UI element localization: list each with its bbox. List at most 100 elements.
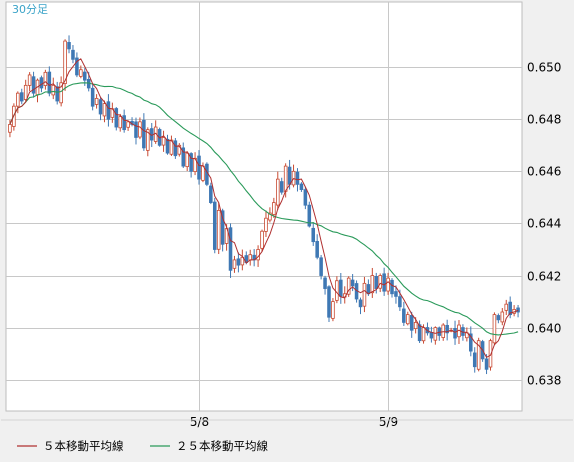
candle-body <box>346 277 351 295</box>
candle-body <box>386 277 390 292</box>
candle-body <box>248 254 252 261</box>
candle-body <box>228 227 233 271</box>
candle-body <box>295 171 300 185</box>
candle-body <box>146 129 150 151</box>
candle-body <box>504 303 509 311</box>
y-tick-label: 0.650 <box>527 61 561 75</box>
candle-body <box>315 240 319 258</box>
candle-body <box>488 340 493 368</box>
candle-body <box>67 42 71 50</box>
candle-body <box>508 301 512 316</box>
candle-body <box>307 204 312 227</box>
candle-body <box>169 139 174 155</box>
candle-body <box>417 324 422 342</box>
candle-body <box>421 327 426 342</box>
candle-body <box>362 282 367 307</box>
candle-body <box>335 280 339 301</box>
candle-body <box>220 210 225 245</box>
candle-body <box>405 314 410 325</box>
moving-average-lines <box>9 58 519 358</box>
candle-body <box>437 327 442 336</box>
candle-body <box>496 315 501 321</box>
candle-body <box>31 76 36 94</box>
candle-body <box>122 115 126 131</box>
candle-body <box>476 340 481 370</box>
candle-body <box>370 275 375 294</box>
y-tick-label: 0.648 <box>527 113 561 127</box>
candle-body <box>268 212 272 221</box>
candle-body <box>23 84 28 100</box>
candle-body <box>339 279 343 297</box>
candle-body <box>19 92 24 102</box>
candle-body <box>16 92 20 107</box>
x-tick-label: 5/8 <box>190 415 209 429</box>
legend-ma25-label: ２５本移動平均線 <box>176 439 268 453</box>
candle-body <box>409 314 414 331</box>
candle-body <box>276 178 280 206</box>
candle-body <box>189 153 193 172</box>
candle-body <box>63 40 67 84</box>
candle-body <box>492 314 497 344</box>
candle-body <box>51 84 56 96</box>
candle-body <box>441 324 445 338</box>
legend-ma5-label: ５本移動平均線 <box>43 439 124 453</box>
candle-body <box>287 166 292 185</box>
candle-body <box>260 230 264 249</box>
candle-body <box>500 311 505 323</box>
candle-body <box>402 308 406 323</box>
candle-body <box>327 286 331 318</box>
candle-body <box>55 86 59 102</box>
y-tick-label: 0.646 <box>527 165 561 179</box>
candle-body <box>43 71 48 86</box>
candle-body <box>256 249 260 261</box>
candle-body <box>134 121 138 138</box>
candle-body <box>374 276 379 289</box>
candle-body <box>142 119 146 149</box>
interval-label: 30分足 <box>12 3 48 16</box>
ma25-line <box>9 82 519 336</box>
candle-body <box>197 155 201 180</box>
candle-body <box>94 97 99 105</box>
candle-body <box>319 257 323 276</box>
candle-body <box>102 103 107 117</box>
candle-body <box>303 189 308 206</box>
candle-body <box>209 185 213 203</box>
candle-body <box>264 217 268 232</box>
y-axis: 0.650 0.648 0.646 0.644 0.642 0.640 0.638 <box>527 61 561 388</box>
candle-body <box>126 121 130 128</box>
candle-body <box>378 275 382 289</box>
candle-body <box>429 331 434 339</box>
y-tick-label: 0.644 <box>527 217 561 231</box>
candle-body <box>382 273 386 292</box>
x-axis: 5/8 5/9 <box>190 415 398 429</box>
candle-body <box>90 87 95 107</box>
candle-body <box>232 259 237 269</box>
candle-body <box>27 74 32 86</box>
candle-body <box>516 307 520 313</box>
candle-body <box>323 277 327 289</box>
candle-body <box>283 165 288 192</box>
y-tick-label: 0.642 <box>527 270 561 284</box>
ma5-line <box>9 58 519 358</box>
candle-body <box>118 116 123 129</box>
candle-body <box>106 101 111 120</box>
candle-body <box>472 352 477 368</box>
candle-body <box>201 165 205 181</box>
candle-body <box>98 99 103 115</box>
candle-body <box>83 71 87 81</box>
candle-body <box>212 201 217 250</box>
candle-body <box>272 202 276 215</box>
candle-body <box>299 183 304 190</box>
candle-body <box>39 77 44 89</box>
candle-body <box>358 299 363 308</box>
candle-body <box>311 227 316 243</box>
candle-body <box>47 71 52 94</box>
candle-body <box>453 328 457 339</box>
candle-body <box>165 138 170 154</box>
candle-body <box>71 49 75 60</box>
candle-body <box>185 152 189 168</box>
candle-body <box>350 279 355 287</box>
candle-body <box>390 279 394 295</box>
candle-body <box>433 327 438 341</box>
